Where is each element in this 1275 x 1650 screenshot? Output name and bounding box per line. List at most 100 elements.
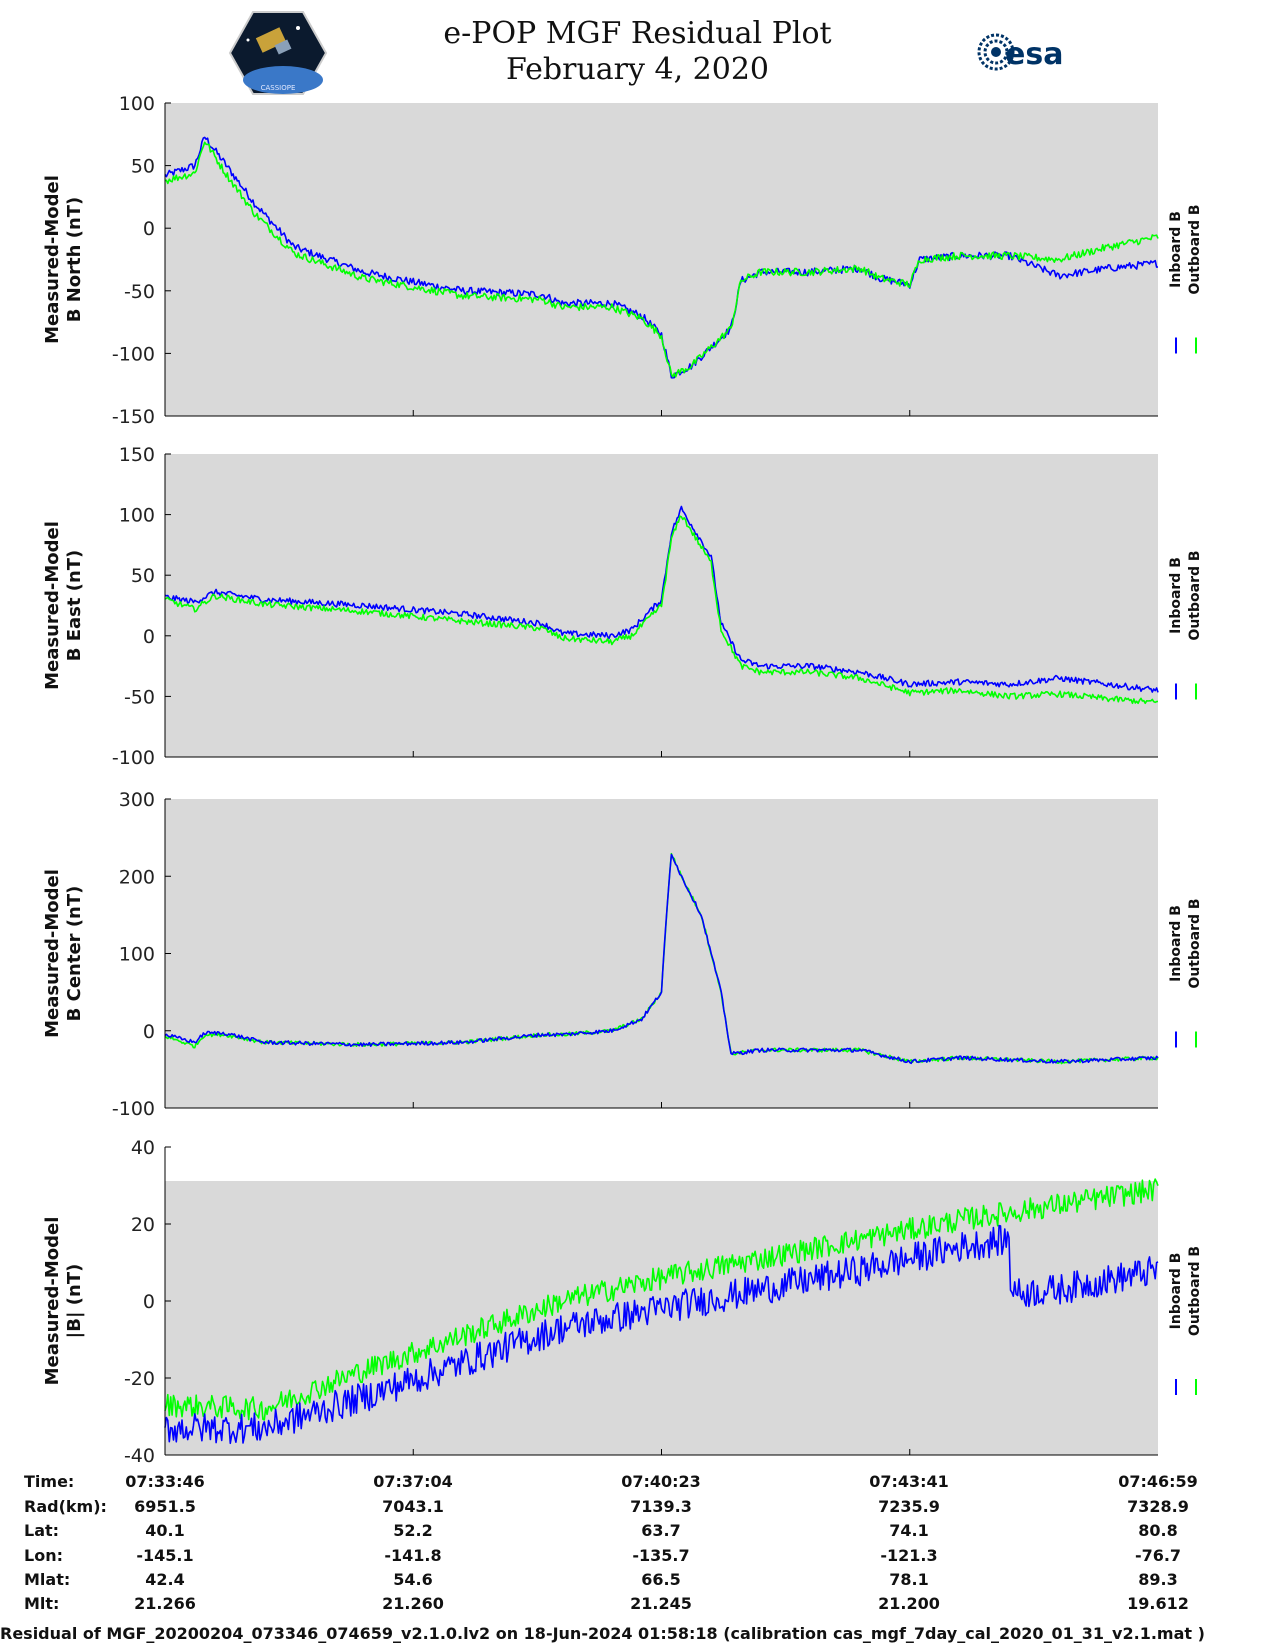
y-tick-label: 100: [119, 505, 155, 527]
legend: Inboard B Outboard B: [1168, 204, 1203, 294]
y-tick-label: 0: [143, 626, 155, 648]
legend-outboard-label: Outboard B: [1187, 898, 1203, 988]
y-axis-label: Measured-ModelB Center (nT): [42, 869, 85, 1038]
orbit-value: 80.8: [1138, 1521, 1178, 1540]
orbit-row-label: Rad(km):: [24, 1497, 107, 1516]
orbit-value: 21.266: [134, 1594, 196, 1613]
svg-text:esa: esa: [1005, 37, 1063, 72]
y-tick-label: 0: [143, 1291, 155, 1313]
orbit-value: 21.245: [630, 1594, 692, 1613]
orbit-row-label: Mlt:: [24, 1594, 60, 1613]
orbit-value: -135.7: [632, 1546, 690, 1565]
panel-2: 150 100 50 0 -50 -100 Measured-ModelB East (nT…: [42, 444, 1203, 769]
series-line-inboard-b: [164, 853, 1159, 1065]
y-axis-label: Measured-ModelB East (nT): [42, 521, 85, 690]
y-axis-label-line2: B North (nT): [64, 197, 85, 323]
legend: Inboard B Outboard B: [1168, 1246, 1203, 1336]
orbit-row-label: Mlat:: [24, 1570, 71, 1589]
y-tick-label: 200: [119, 866, 155, 888]
y-tick-label: -100: [112, 1098, 155, 1120]
legend-inboard-label: Inboard B: [1168, 1253, 1184, 1330]
orbit-value: 42.4: [145, 1570, 185, 1589]
esa-logo: esa: [977, 33, 1063, 72]
y-axis-label-line2: |B| (nT): [64, 1264, 85, 1339]
orbit-value: 07:37:04: [373, 1472, 453, 1491]
series-line-outboard-b: [164, 515, 1159, 705]
orbit-value: 07:33:46: [125, 1472, 205, 1491]
legend-inboard-label: Inboard B: [1168, 557, 1184, 634]
orbit-row-label: Lat:: [24, 1521, 60, 1540]
plot-title: e-POP MGF Residual Plot: [443, 16, 832, 51]
svg-text:CASSIOPE: CASSIOPE: [261, 84, 296, 92]
y-tick-label: 0: [143, 1021, 155, 1043]
legend-outboard-label: Outboard B: [1187, 1246, 1203, 1336]
orbit-value: 6951.5: [134, 1497, 196, 1516]
legend-outboard-label: Outboard B: [1187, 550, 1203, 640]
orbit-value: 19.612: [1127, 1594, 1189, 1613]
orbit-value: 21.200: [878, 1594, 940, 1613]
cassiope-logo: CASSIOPE: [228, 11, 328, 95]
y-axis-label: Measured-ModelB North (nT): [42, 175, 85, 344]
orbit-value: 7328.9: [1127, 1497, 1189, 1516]
orbit-value: 40.1: [145, 1521, 185, 1540]
y-tick-label: -50: [124, 686, 155, 708]
y-tick-label: 300: [119, 789, 155, 811]
orbit-value: -121.3: [880, 1546, 938, 1565]
orbit-value: 63.7: [641, 1521, 681, 1540]
panel-background: [165, 799, 1158, 1108]
legend: Inboard B Outboard B: [1168, 898, 1203, 988]
orbit-value: 7043.1: [382, 1497, 444, 1516]
series-line-inboard-b: [164, 505, 1159, 693]
orbit-value: 66.5: [641, 1570, 681, 1589]
panel-4: 40 20 0 -20 -40 Measured-Model|B| (nT) Inboard…: [42, 1137, 1203, 1467]
orbit-value: 52.2: [393, 1521, 433, 1540]
legend-inboard-label: Inboard B: [1168, 211, 1184, 288]
panel-background: [165, 1181, 1158, 1455]
y-tick-label: 50: [131, 156, 155, 178]
y-axis-label-line1: Measured-Model: [42, 175, 63, 344]
orbit-value: -76.7: [1134, 1546, 1182, 1565]
orbit-value: -141.8: [384, 1546, 442, 1565]
series-line-outboard-b: [164, 1178, 1159, 1421]
y-tick-label: -100: [112, 747, 155, 769]
orbit-value: 07:40:23: [621, 1472, 701, 1491]
panel-background: [165, 103, 1158, 416]
y-axis-label-line1: Measured-Model: [42, 869, 63, 1038]
plot-date: February 4, 2020: [505, 52, 769, 87]
orbit-value: -145.1: [136, 1546, 194, 1565]
y-axis-label-line2: B Center (nT): [64, 886, 85, 1022]
orbit-value: 21.260: [382, 1594, 444, 1613]
y-tick-label: 100: [119, 944, 155, 966]
orbit-value: 54.6: [393, 1570, 433, 1589]
orbit-value: 07:43:41: [869, 1472, 949, 1491]
y-tick-label: -100: [112, 343, 155, 365]
y-tick-label: 0: [143, 218, 155, 240]
y-tick-label: 20: [131, 1214, 155, 1236]
footer-caption: Residual of MGF_20200204_073346_074659_v…: [0, 1624, 1205, 1643]
orbit-value: 7235.9: [878, 1497, 940, 1516]
series-line-outboard-b: [164, 141, 1159, 378]
y-tick-label: -50: [124, 281, 155, 303]
y-tick-label: 150: [119, 444, 155, 466]
orbit-value: 07:46:59: [1118, 1472, 1198, 1491]
y-tick-label: -20: [124, 1368, 155, 1390]
orbit-value: 74.1: [889, 1521, 929, 1540]
orbit-value: 78.1: [889, 1570, 929, 1589]
y-tick-label: -150: [112, 406, 155, 428]
y-tick-label: -40: [124, 1445, 155, 1467]
y-tick-label: 100: [119, 93, 155, 115]
orbit-value: 89.3: [1138, 1570, 1178, 1589]
y-axis-label-line2: B East (nT): [64, 550, 85, 662]
orbit-value: 7139.3: [630, 1497, 692, 1516]
y-axis-label: Measured-Model|B| (nT): [42, 1217, 85, 1386]
legend-outboard-label: Outboard B: [1187, 204, 1203, 294]
legend: Inboard B Outboard B: [1168, 550, 1203, 640]
panel-3: 300 200 100 0 -100 Measured-ModelB Center (nT…: [42, 789, 1203, 1120]
panel-1: 100 50 0 -50 -100 -150 Measured-ModelB North (…: [42, 93, 1203, 428]
orbit-row-label: Lon:: [24, 1546, 63, 1565]
y-tick-label: 50: [131, 565, 155, 587]
y-tick-label: 40: [131, 1137, 155, 1159]
y-axis-label-line1: Measured-Model: [42, 1217, 63, 1386]
y-axis-label-line1: Measured-Model: [42, 521, 63, 690]
